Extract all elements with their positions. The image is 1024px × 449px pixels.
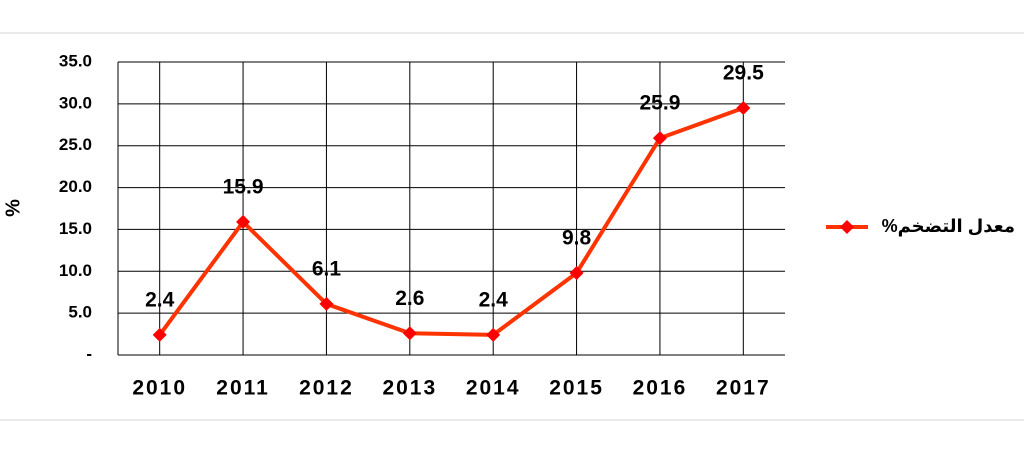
- y-tick-label: 35.0: [59, 51, 92, 70]
- data-label: 9.8: [562, 227, 592, 250]
- y-tick-label: 20.0: [59, 177, 92, 196]
- marker: [569, 265, 584, 280]
- data-label: 15.9: [223, 175, 264, 198]
- data-label: 2.4: [145, 288, 175, 311]
- x-tick-label: 2015: [549, 377, 604, 400]
- x-tick-label: 2010: [132, 377, 187, 400]
- x-tick-label: 2014: [466, 377, 521, 400]
- y-tick-label: 30.0: [59, 93, 92, 112]
- y-tick-label: 25.0: [59, 135, 92, 154]
- marker: [236, 214, 251, 229]
- data-label: 25.9: [640, 92, 681, 115]
- data-label: 6.1: [312, 257, 342, 280]
- x-tick-label: 2012: [299, 377, 354, 400]
- y-tick-label: -: [86, 344, 92, 363]
- x-tick-label: 2016: [633, 377, 688, 400]
- x-tick-label: 2011: [216, 377, 270, 400]
- marker: [402, 326, 417, 341]
- data-label: 2.4: [479, 288, 509, 311]
- line: [158, 106, 744, 337]
- marker: [736, 101, 751, 116]
- y-tick-label: 10.0: [59, 261, 92, 280]
- x-tick-label: 2013: [382, 377, 437, 400]
- y-tick-label: 15.0: [59, 219, 92, 238]
- legend-label: معدل التضخم%: [882, 216, 1015, 236]
- marker: [486, 327, 501, 342]
- y-axis-label: %: [2, 199, 24, 217]
- y-tick-label: 5.0: [68, 303, 92, 322]
- marker: [152, 327, 167, 342]
- marker: [652, 131, 667, 146]
- data-label: 29.5: [723, 62, 764, 85]
- marker: [319, 296, 334, 311]
- x-tick-label: 2017: [716, 377, 771, 400]
- data-label: 2.6: [395, 287, 424, 310]
- legend-marker: [840, 220, 854, 234]
